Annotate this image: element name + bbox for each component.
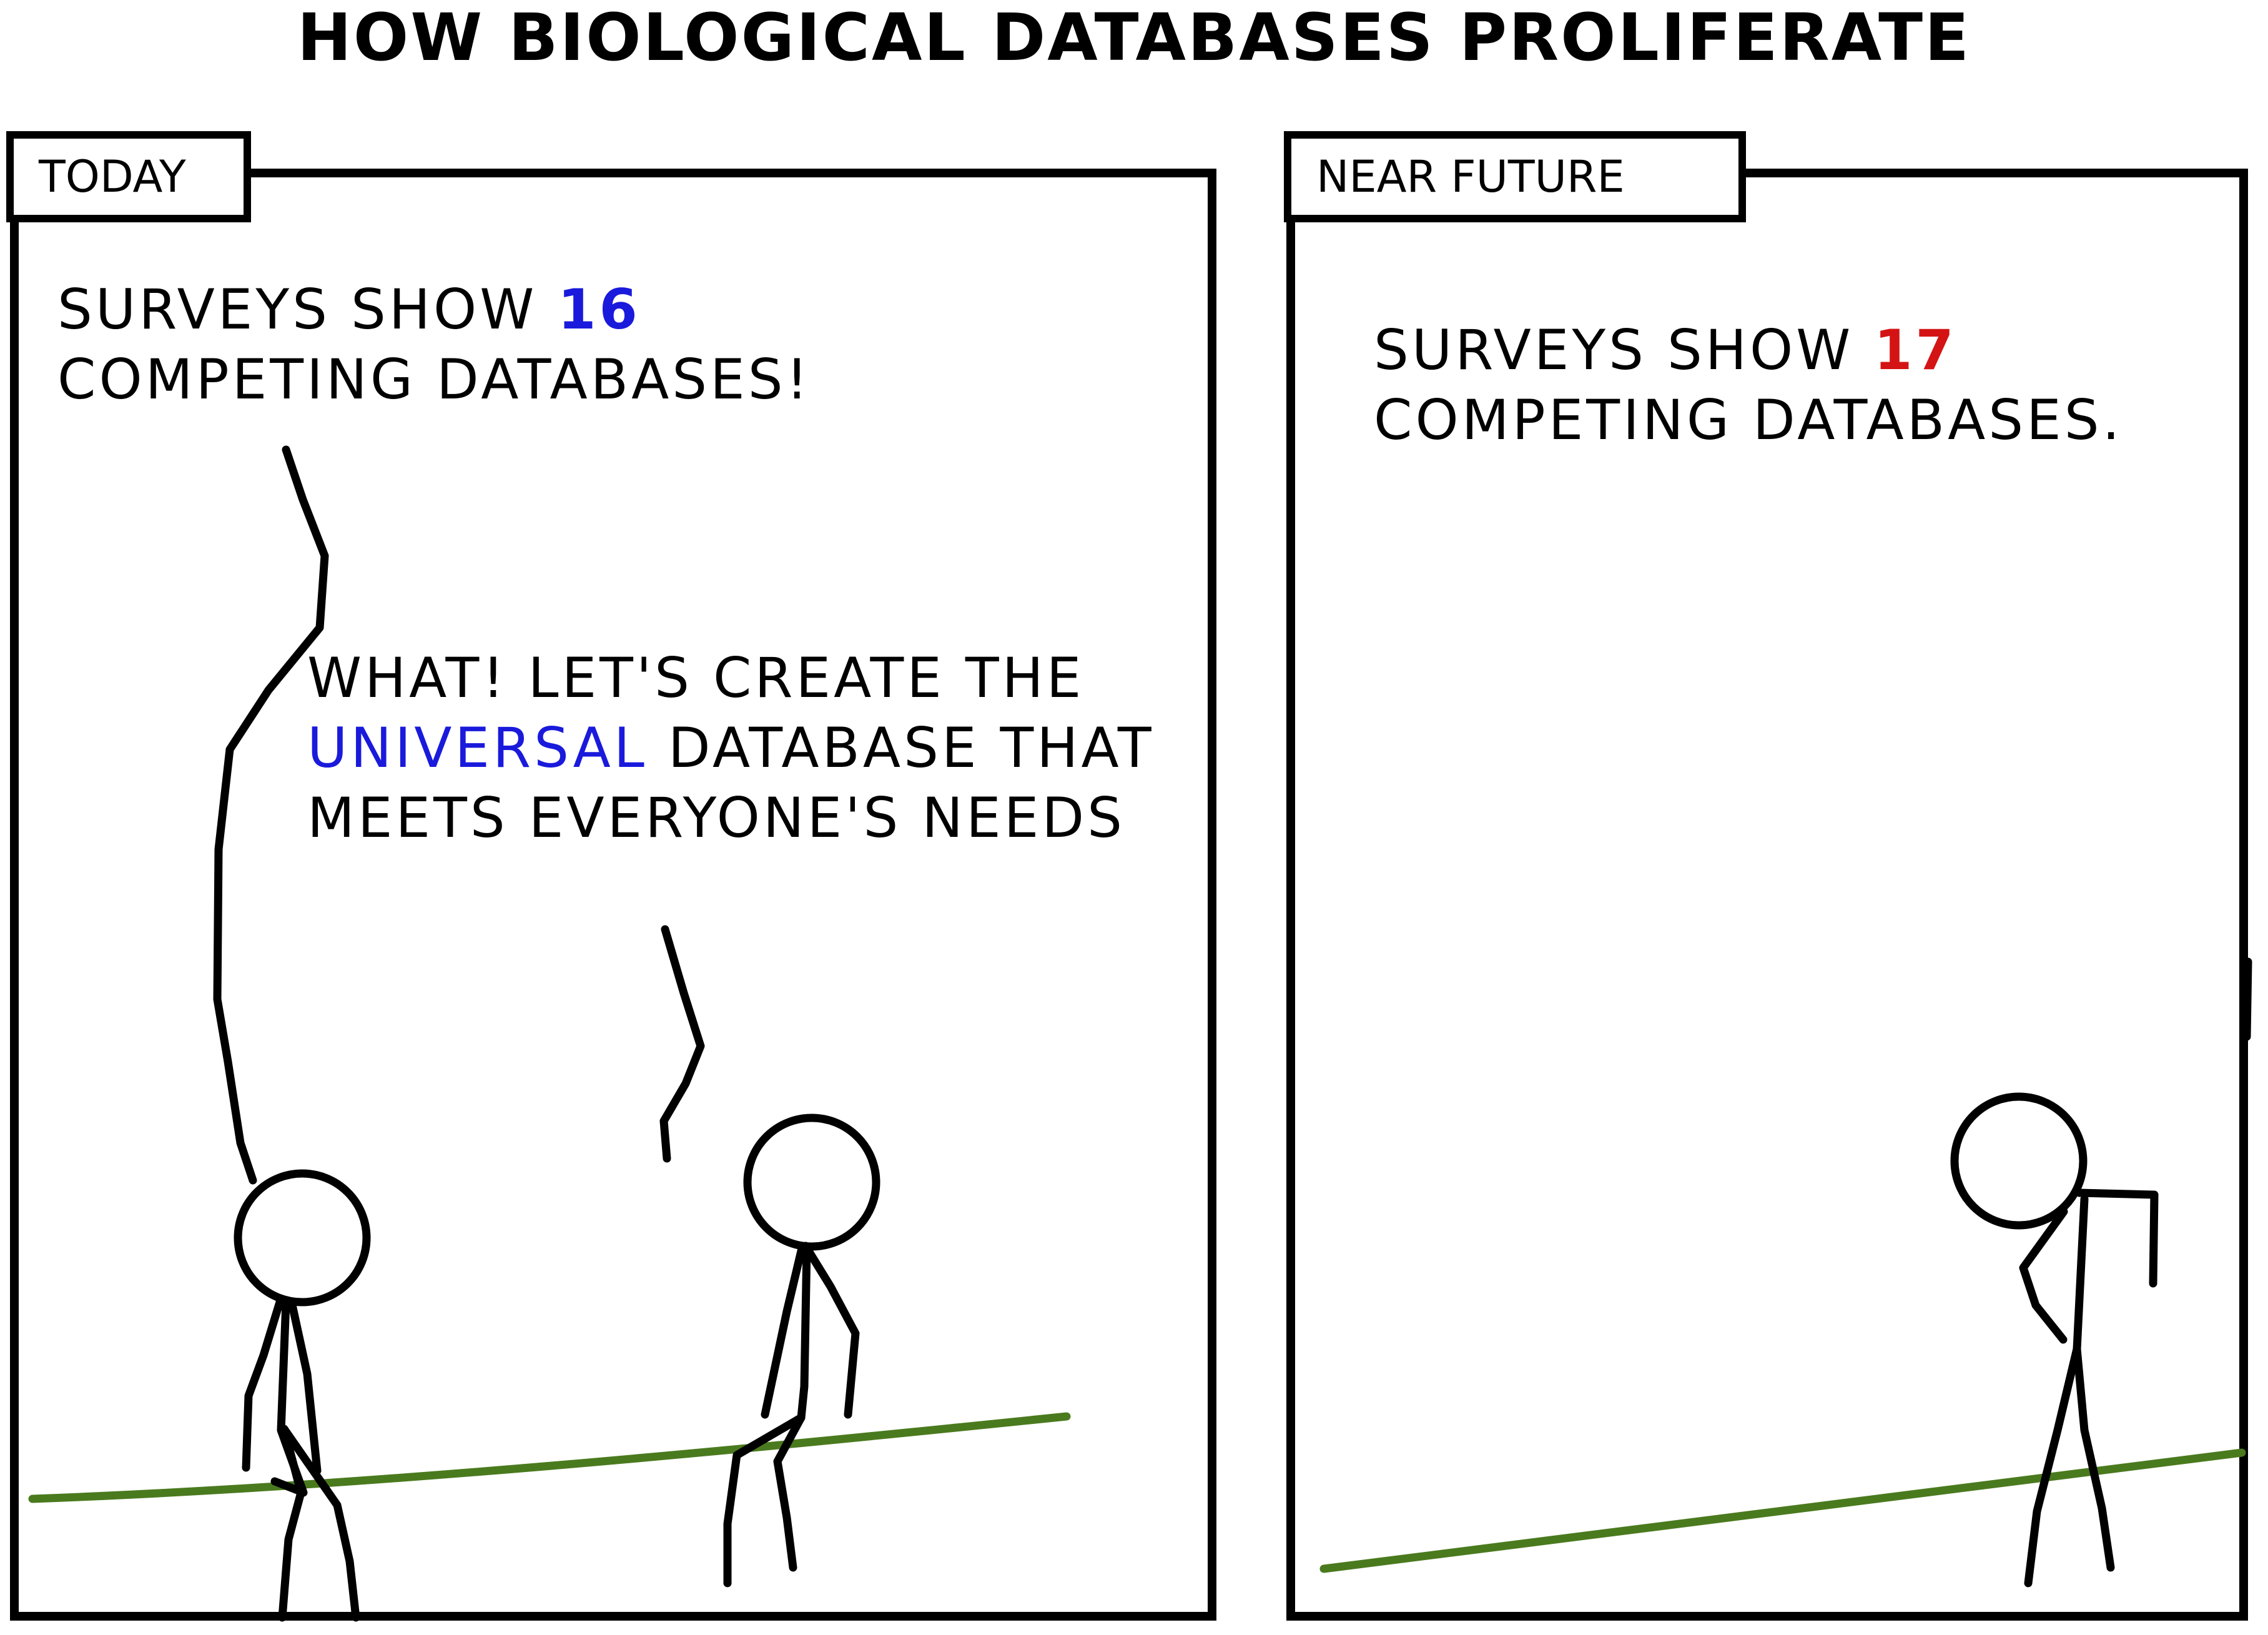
speech-line: MEETS EVERYONE'S NEEDS (307, 786, 1125, 850)
panel-label-near-future: NEAR FUTURE (1284, 131, 1746, 222)
speech-tail-left-person (213, 445, 329, 1185)
comic-title: HOW BIOLOGICAL DATABASES PROLIFERATE (297, 0, 1971, 76)
speech-bubble-today-universal: WHAT! LET'S CREATE THE UNIVERSAL DATABAS… (307, 643, 1155, 853)
ground-line-near-future (1319, 1448, 2246, 1573)
stick-figure-middle (723, 1114, 880, 1588)
speech-line: COMPETING DATABASES! (57, 347, 811, 412)
speech-line: UNIVERSAL DATABASE THAT (307, 716, 1155, 780)
panel-today (10, 169, 1216, 1621)
stick-figure-left (234, 1169, 371, 1622)
database-count-17: 17 (1874, 318, 1957, 382)
stick-figure-right (1950, 957, 2252, 1588)
speech-bubble-near-future-surveys: SURVEYS SHOW 17 COMPETING DATABASES. (1374, 315, 2123, 455)
speech-line: WHAT! LET'S CREATE THE (307, 646, 1085, 710)
speech-tail-middle-person (659, 925, 705, 1163)
universal-highlight: UNIVERSAL (307, 716, 648, 780)
speech-bubble-today-surveys: SURVEYS SHOW 16 COMPETING DATABASES! (57, 275, 811, 415)
panel-label-today: TODAY (6, 131, 251, 222)
speech-line: COMPETING DATABASES. (1374, 388, 2123, 452)
speech-line: SURVEYS SHOW 17 (1374, 318, 1957, 382)
database-count-16: 16 (558, 277, 641, 342)
speech-line: SURVEYS SHOW 16 (57, 277, 641, 342)
ground-line-today (28, 1412, 1071, 1503)
